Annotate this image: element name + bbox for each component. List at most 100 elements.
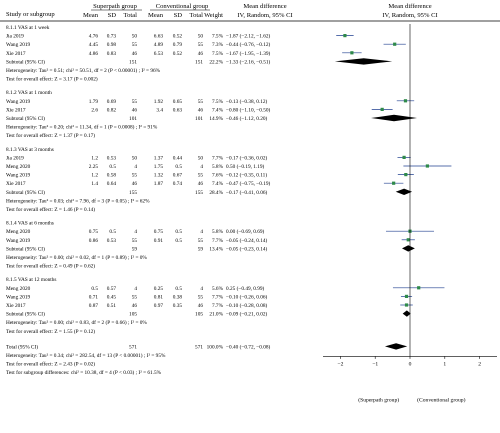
study-total1: 4 (134, 286, 137, 292)
study-mean2: 0.91 (154, 238, 164, 244)
study-weight: 7.4% (212, 181, 224, 187)
study-weight: 7.5% (212, 34, 224, 40)
subtotal-label: Subtotal (95% CI) (6, 189, 45, 196)
subtotal-ci-text: −1.33 (−2.16, −0.51) (226, 58, 271, 65)
study-marker (350, 51, 354, 55)
study-total2: 46 (198, 181, 204, 187)
study-sd2: 0.5 (175, 286, 182, 292)
study-marker (393, 42, 397, 46)
study-total2: 46 (198, 51, 204, 57)
study-mean2: 4.89 (154, 42, 164, 48)
study-total2: 55 (198, 42, 204, 48)
subgroup-overall-effect: Test for overall effect: Z = 1.46 (P = 0… (6, 206, 95, 213)
study-marker (392, 181, 396, 185)
study-sd2: 0.5 (175, 238, 182, 244)
subtotal-ci-text: −0.17 (−0.41, 0.06) (226, 189, 268, 196)
subtotal-weight: 22.2% (209, 59, 223, 65)
study-sd1: 0.69 (107, 99, 117, 105)
study-marker (406, 238, 410, 242)
study-mean1: 0.75 (89, 229, 99, 235)
study-sd1: 0.73 (107, 34, 117, 40)
subgroup-heterogeneity: Heterogeneity: Tau² = 0.00; chi² = 0.02,… (6, 254, 147, 261)
subtotal-diamond (401, 245, 415, 252)
subtotal-total2: 105 (195, 312, 203, 318)
study-mean1: 0.71 (89, 294, 99, 300)
study-ci-text: −0.05 (−0.24, 0.14) (226, 237, 268, 244)
study-mean1: 0.5 (91, 286, 98, 292)
subgroup-heterogeneity: Heterogeneity: Tau² = 0.03; chi² = 7.96,… (6, 197, 150, 204)
study-mean1: 2.25 (89, 164, 99, 170)
study-marker (402, 155, 406, 159)
study-total2: 55 (198, 173, 204, 179)
subtotal-total2: 101 (195, 116, 203, 122)
study-ci-text: −0.13 (−0.38, 0.12) (226, 98, 268, 105)
study-name: Wang 2019 (6, 42, 30, 48)
subtotal-ci-text: −0.09 (−0.21, 0.02) (226, 311, 268, 318)
study-sd2: 0.5 (175, 229, 182, 235)
study-name: Wang 2019 (6, 99, 30, 105)
header-group1: Superpath group (93, 3, 137, 10)
subtotal-label: Subtotal (95% CI) (6, 311, 45, 318)
study-mean2: 1.75 (154, 164, 164, 170)
study-marker (404, 173, 408, 177)
subtotal-diamond (395, 188, 413, 195)
study-total2: 4 (200, 286, 203, 292)
subgroup-title: 8.1.3 VAS at 3 months (6, 147, 54, 153)
study-total2: 46 (198, 107, 204, 113)
study-name: Xie 2017 (6, 181, 26, 187)
study-ci-text: 0.25 (−0.49, 0.99) (226, 285, 265, 292)
study-mean1: 0.86 (89, 238, 99, 244)
total-ci-text: −0.40 (−0.72, −0.08) (226, 343, 271, 350)
study-mean1: 0.87 (89, 303, 99, 309)
study-weight: 5.8% (212, 229, 224, 235)
study-marker (343, 34, 347, 38)
subtotal-weight: 28.4% (209, 190, 223, 196)
header-sd2: SD (174, 12, 183, 19)
study-mean1: 1.2 (91, 173, 98, 179)
subtotal-weight: 14.9% (209, 116, 223, 122)
study-mean1: 1.4 (91, 181, 98, 187)
study-ci-text: −0.10 (−0.26, 0.06) (226, 293, 268, 300)
study-mean1: 1.2 (91, 155, 98, 161)
study-mean2: 0.97 (154, 303, 164, 309)
study-mean2: 1.92 (154, 99, 164, 105)
subtotal-total2: 59 (198, 246, 204, 252)
study-sd2: 0.5 (175, 164, 182, 170)
study-sd1: 0.5 (109, 164, 116, 170)
study-sd1: 0.51 (107, 303, 117, 309)
study-total1: 55 (132, 294, 138, 300)
study-mean2: 0.25 (154, 286, 164, 292)
study-sd1: 0.64 (107, 181, 117, 187)
subgroup-heterogeneity: Heterogeneity: Tau² = 0.51; chi² = 50.51… (6, 67, 161, 74)
study-total1: 46 (132, 107, 138, 113)
total-weight: 100.0% (207, 344, 224, 350)
study-name: Meng 2020 (6, 164, 31, 170)
study-weight: 5.8% (212, 164, 224, 170)
study-weight: 7.3% (212, 42, 224, 48)
study-marker (404, 294, 409, 298)
header-sd1: SD (108, 12, 117, 19)
study-total1: 50 (132, 155, 138, 161)
study-total1: 50 (132, 34, 138, 40)
study-sd1: 0.83 (107, 51, 117, 57)
subgroup-title: 8.1.1 VAS at 1 week (6, 25, 50, 31)
header-md-title: Mean difference (243, 3, 286, 10)
study-total2: 46 (198, 303, 204, 309)
header-mean1: Mean (83, 12, 99, 19)
subgroup-title: 8.1.2 VAS at 1 month (6, 90, 52, 96)
study-sd1: 0.53 (107, 238, 117, 244)
study-name: Wang 2019 (6, 173, 30, 179)
study-total2: 4 (200, 164, 203, 170)
header-mean2: Mean (148, 12, 164, 19)
study-sd2: 0.52 (173, 34, 183, 40)
subtotal-total1: 151 (129, 59, 137, 65)
x-tick-label: 2 (478, 361, 481, 367)
subtotal-diamond (402, 310, 411, 317)
subgroup-difference-test: Test for subgroup differences: chi² = 10… (6, 369, 162, 376)
study-ci-text: −0.80 (−1.10, −0.50) (226, 106, 271, 113)
subgroup-overall-effect: Test for overall effect: Z = 3.17 (P = 0… (6, 76, 98, 83)
study-total1: 4 (134, 164, 137, 170)
subgroup-heterogeneity: Heterogeneity: Tau² = 0.00; chi² = 0.83,… (6, 319, 147, 326)
total-total1: 571 (129, 344, 137, 350)
